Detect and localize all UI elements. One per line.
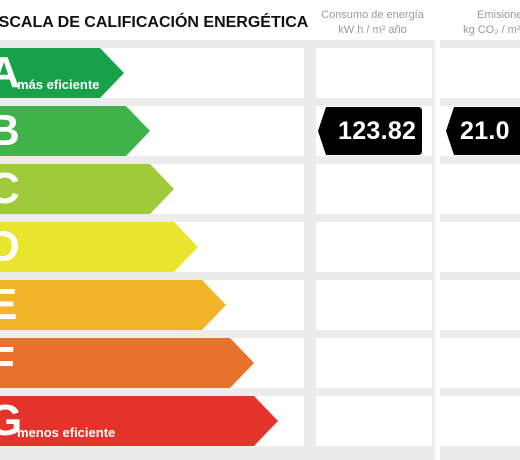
emissions-header-line1: Emisiones	[477, 9, 520, 21]
arrow-shape	[0, 164, 174, 214]
emissions-rating-tag: 21.0	[446, 107, 520, 155]
rating-letter: D	[0, 222, 20, 271]
emissions-value: 21.0	[460, 117, 510, 145]
emissions-header-line2: kg CO₂ / m² año	[463, 24, 520, 36]
energy-cell	[316, 338, 432, 388]
rating-bar-d: D	[0, 222, 198, 272]
rating-caption: más eficiente	[17, 77, 100, 92]
emissions-cell	[438, 396, 520, 446]
energy-cell	[316, 48, 432, 98]
rating-bar-b: B	[0, 106, 150, 156]
rating-letter: G	[0, 396, 23, 445]
energy-rating-tag: 123.82	[318, 107, 422, 155]
arrow-shape	[0, 48, 124, 98]
energy-header-line2: kW h / m² año	[338, 24, 407, 36]
emissions-tag-shape	[446, 107, 520, 155]
arrow-shape	[0, 222, 198, 272]
energy-value: 123.82	[338, 117, 417, 145]
emissions-cell	[438, 222, 520, 272]
energy-header-line1: Consumo de energía	[321, 9, 424, 21]
emissions-column-header: Emisiones kg CO₂ / m² año	[440, 8, 520, 38]
emissions-cell	[438, 338, 520, 388]
energy-cell	[316, 222, 432, 272]
rating-letter: B	[0, 106, 20, 155]
rating-letter: E	[0, 280, 18, 329]
rating-bar-c: C	[0, 164, 174, 214]
emissions-cell	[438, 280, 520, 330]
arrow-shape	[0, 106, 150, 156]
page-title: ESCALA DE CALIFICACIÓN ENERGÉTICA	[0, 14, 309, 31]
energy-cell	[316, 164, 432, 214]
rating-caption: menos eficiente	[17, 425, 116, 440]
rating-bar-f: F	[0, 338, 254, 388]
energy-cell	[316, 396, 432, 446]
rating-letter: C	[0, 164, 20, 213]
rating-letter: A	[0, 48, 20, 97]
energy-column-header: Consumo de energía kW h / m² año	[310, 8, 435, 38]
energy-tag-shape	[318, 107, 422, 155]
arrow-shape	[0, 338, 254, 388]
rating-letter: F	[0, 338, 15, 387]
arrow-shape	[0, 280, 226, 330]
arrow-shape	[0, 396, 278, 446]
energy-cell	[316, 280, 432, 330]
rating-bar-e: E	[0, 280, 226, 330]
emissions-cell	[438, 48, 520, 98]
emissions-cell	[438, 164, 520, 214]
